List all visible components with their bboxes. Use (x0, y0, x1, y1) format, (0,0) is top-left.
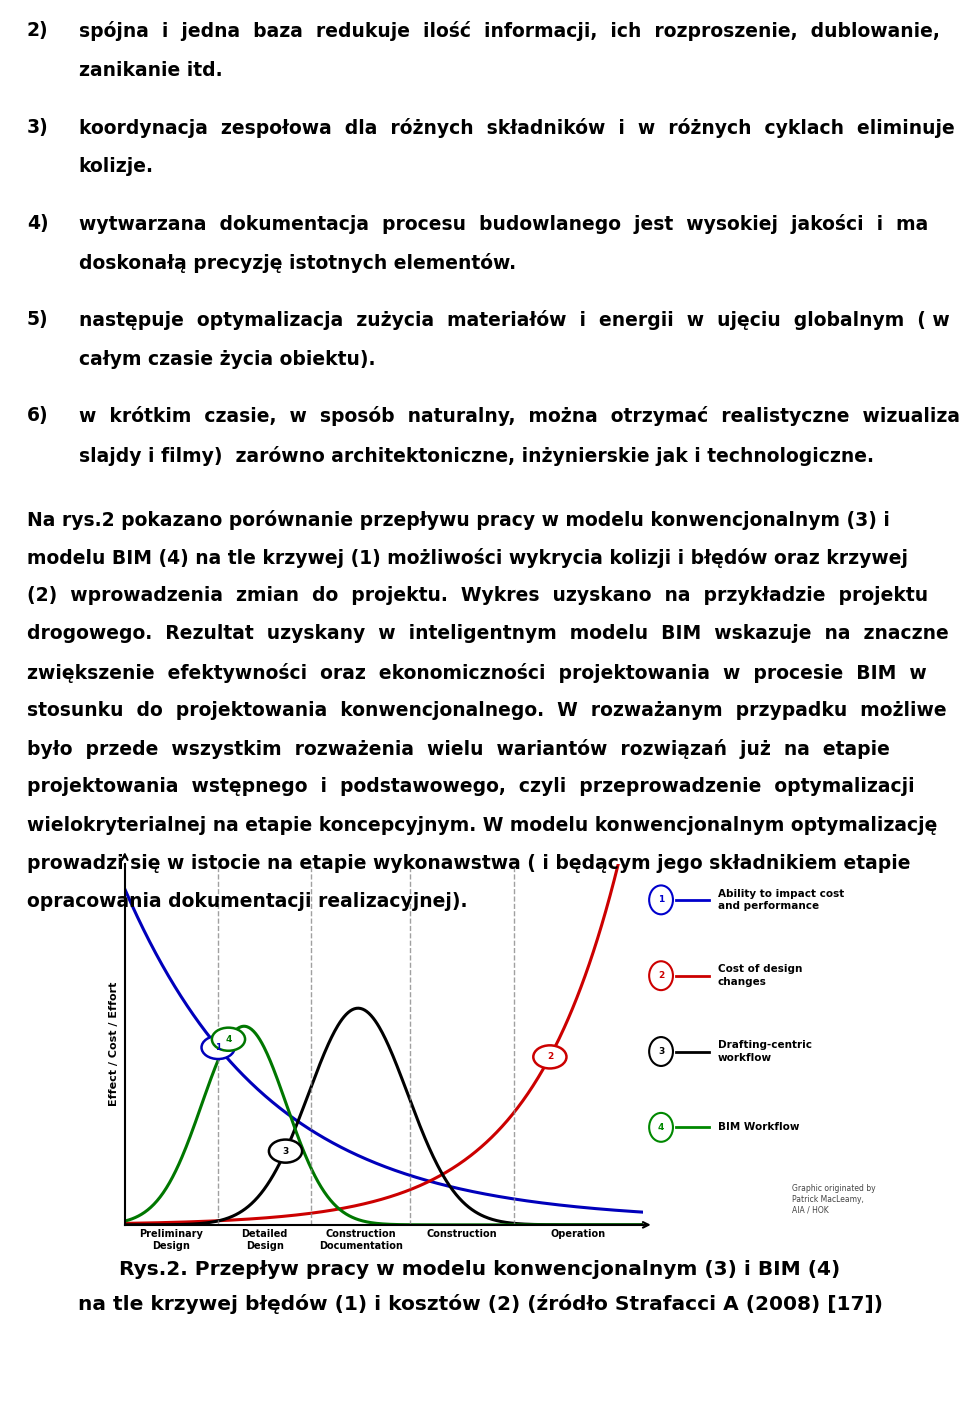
Text: projektowania  wstępnego  i  podstawowego,  czyli  przeprowadzenie  optymalizacj: projektowania wstępnego i podstawowego, … (27, 777, 915, 796)
Text: było  przede  wszystkim  rozważenia  wielu  wariantów  rozwiązań  już  na  etapi: było przede wszystkim rozważenia wielu w… (27, 739, 890, 759)
Circle shape (649, 1037, 673, 1066)
Text: 6): 6) (27, 406, 49, 425)
Text: spójna  i  jedna  baza  redukuje  ilość  informacji,  ich  rozproszenie,  dublow: spójna i jedna baza redukuje ilość infor… (79, 21, 940, 41)
Text: wielokryterialnej na etapie koncepcyjnym. W modelu konwencjonalnym optymalizację: wielokryterialnej na etapie koncepcyjnym… (27, 816, 937, 834)
Circle shape (649, 885, 673, 915)
Text: 2: 2 (547, 1052, 553, 1062)
Text: 3): 3) (27, 118, 49, 136)
Text: 4: 4 (226, 1035, 231, 1044)
Text: prowadzi się w istocie na etapie wykonawstwa ( i będącym jego składnikiem etapie: prowadzi się w istocie na etapie wykonaw… (27, 854, 910, 872)
Text: 2): 2) (27, 21, 49, 40)
Text: 3: 3 (282, 1147, 289, 1155)
Text: na tle krzywej błędów (1) i kosztów (2) (źródło Strafacci A (2008) [17]): na tle krzywej błędów (1) i kosztów (2) … (78, 1294, 882, 1314)
Text: następuje  optymalizacja  zużycia  materiałów  i  energii  w  ujęciu  globalnym : następuje optymalizacja zużycia materiał… (79, 310, 949, 330)
Text: w  krótkim  czasie,  w  sposób  naturalny,  można  otrzymać  realistyczne  wizua: w krótkim czasie, w sposób naturalny, mo… (79, 406, 960, 426)
Text: 3: 3 (658, 1046, 664, 1056)
Y-axis label: Effect / Cost / Effort: Effect / Cost / Effort (109, 983, 119, 1106)
Text: slajdy i filmy)  zarówno architektoniczne, inżynierskie jak i technologiczne.: slajdy i filmy) zarówno architektoniczne… (79, 446, 874, 466)
Text: Ability to impact cost
and performance: Ability to impact cost and performance (718, 889, 844, 910)
Text: (2)  wprowadzenia  zmian  do  projektu.  Wykres  uzyskano  na  przykładzie  proj: (2) wprowadzenia zmian do projektu. Wykr… (27, 586, 928, 605)
Circle shape (212, 1028, 245, 1051)
Text: 5): 5) (27, 310, 49, 329)
Text: doskonałą precyzję istotnych elementów.: doskonałą precyzję istotnych elementów. (79, 253, 516, 273)
Text: modelu BIM (4) na tle krzywej (1) możliwości wykrycia kolizji i błędów oraz krzy: modelu BIM (4) na tle krzywej (1) możliw… (27, 548, 908, 568)
Text: wytwarzana  dokumentacja  procesu  budowlanego  jest  wysokiej  jakości  i  ma: wytwarzana dokumentacja procesu budowlan… (79, 214, 928, 234)
Text: 2: 2 (658, 971, 664, 980)
Text: 1: 1 (658, 895, 664, 905)
Text: Rys.2. Przepływ pracy w modelu konwencjonalnym (3) i BIM (4): Rys.2. Przepływ pracy w modelu konwencjo… (119, 1260, 841, 1279)
Text: opracowania dokumentacji realizacyjnej).: opracowania dokumentacji realizacyjnej). (27, 892, 468, 910)
Text: zanikanie itd.: zanikanie itd. (79, 61, 223, 79)
Text: Cost of design
changes: Cost of design changes (718, 964, 802, 987)
Text: zwiększenie  efektywności  oraz  ekonomiczności  projektowania  w  procesie  BIM: zwiększenie efektywności oraz ekonomiczn… (27, 663, 926, 683)
Text: koordynacja  zespołowa  dla  różnych  składników  i  w  różnych  cyklach  elimin: koordynacja zespołowa dla różnych składn… (79, 118, 954, 137)
Circle shape (649, 961, 673, 990)
Text: drogowego.  Rezultat  uzyskany  w  inteligentnym  modelu  BIM  wskazuje  na  zna: drogowego. Rezultat uzyskany w inteligen… (27, 624, 948, 643)
Text: Drafting-centric
workflow: Drafting-centric workflow (718, 1041, 811, 1063)
Circle shape (649, 1113, 673, 1141)
Circle shape (269, 1140, 302, 1163)
Text: stosunku  do  projektowania  konwencjonalnego.  W  rozważanym  przypadku  możliw: stosunku do projektowania konwencjonalne… (27, 701, 947, 719)
Circle shape (202, 1037, 234, 1059)
Text: całym czasie życia obiektu).: całym czasie życia obiektu). (79, 350, 375, 368)
Text: BIM Workflow: BIM Workflow (718, 1123, 799, 1133)
Text: 4: 4 (658, 1123, 664, 1131)
Circle shape (534, 1045, 566, 1069)
Text: kolizje.: kolizje. (79, 157, 154, 176)
Text: 4): 4) (27, 214, 49, 232)
Text: Na rys.2 pokazano porównanie przepływu pracy w modelu konwencjonalnym (3) i: Na rys.2 pokazano porównanie przepływu p… (27, 510, 890, 530)
Text: Graphic originated by
Patrick MacLeamy,
AIA / HOK: Graphic originated by Patrick MacLeamy, … (792, 1184, 876, 1214)
Text: 1: 1 (215, 1044, 221, 1052)
